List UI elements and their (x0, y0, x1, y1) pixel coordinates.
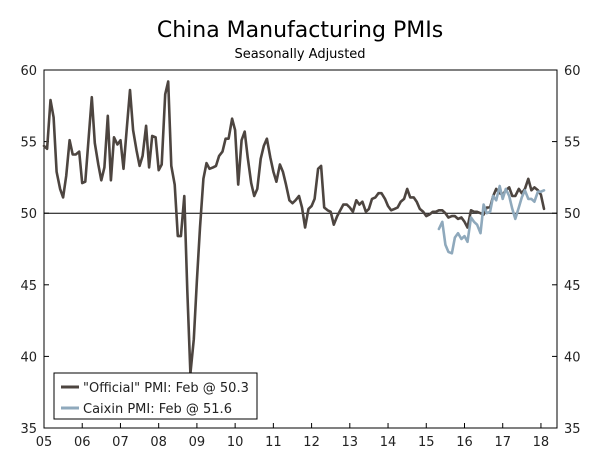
legend-box (53, 372, 258, 420)
legend-label-official: "Official" PMI: Feb @ 50.3 (83, 381, 249, 396)
x-tick-label: 15 (418, 435, 435, 450)
x-tick-label: 18 (533, 435, 550, 450)
y-tick-label-right: 40 (564, 350, 581, 365)
y-tick-label-right: 60 (564, 64, 581, 79)
x-tick-label: 08 (150, 435, 167, 450)
y-tick-label-left: 55 (20, 136, 37, 151)
y-tick-label-left: 50 (20, 207, 37, 222)
x-tick-label: 11 (265, 435, 282, 450)
x-tick-label: 05 (36, 435, 53, 450)
chart-subtitle: Seasonally Adjusted (234, 47, 366, 62)
y-tick-label-right: 35 (564, 422, 581, 437)
x-tick-label: 12 (303, 435, 320, 450)
x-tick-label: 06 (74, 435, 91, 450)
chart-title: China Manufacturing PMIs (156, 18, 444, 43)
series-line-caixin-pmi (437, 184, 546, 255)
x-tick-label: 14 (380, 435, 397, 450)
y-tick-label-right: 45 (564, 279, 581, 294)
x-tick-label: 16 (456, 435, 473, 450)
series-line-official-pmi (42, 80, 546, 375)
x-tick-label: 13 (342, 435, 359, 450)
y-tick-label-left: 35 (20, 422, 37, 437)
legend-label-caixin: Caixin PMI: Feb @ 51.6 (83, 402, 232, 417)
y-tick-label-left: 60 (20, 64, 37, 79)
x-tick-label: 09 (189, 435, 206, 450)
y-tick-label-left: 45 (20, 279, 37, 294)
y-tick-label-right: 50 (564, 207, 581, 222)
y-tick-label-right: 55 (564, 136, 581, 151)
plot-frame (43, 69, 558, 429)
x-tick-label: 07 (112, 435, 129, 450)
x-tick-label: 10 (227, 435, 244, 450)
y-tick-label-left: 40 (20, 350, 37, 365)
x-tick-label: 17 (494, 435, 511, 450)
